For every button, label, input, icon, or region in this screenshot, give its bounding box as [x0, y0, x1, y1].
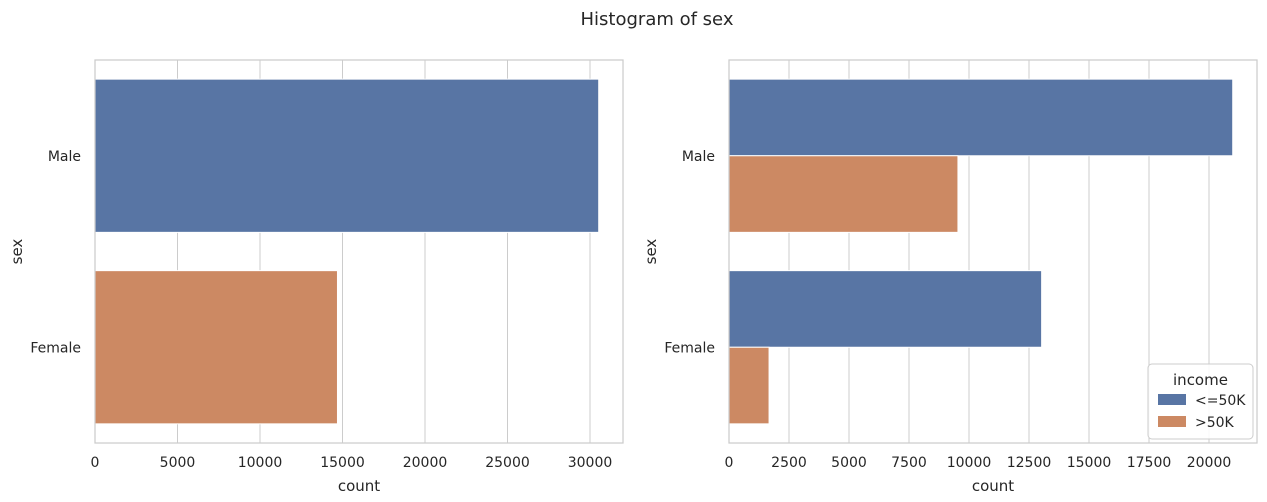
- panel1-xtick-label: 5000: [160, 455, 196, 471]
- panel1-xtick-label: 10000: [238, 455, 283, 471]
- legend-title: income: [1173, 371, 1228, 389]
- panel2-x-axis-label: count: [972, 477, 1014, 495]
- panel1-xtick-label: 30000: [568, 455, 613, 471]
- panel2-ytick-label: Male: [682, 149, 715, 165]
- panel1-bar-male: [94, 78, 600, 233]
- panel1-axes-frame: [94, 59, 624, 444]
- panel1-y-axis-label: sex: [8, 239, 26, 265]
- panel2-xtick-label: 2500: [771, 455, 807, 471]
- panel2-xtick-label: 20000: [1187, 455, 1232, 471]
- legend-swatch: [1158, 416, 1186, 427]
- panel2-xtick-label: 10000: [947, 455, 992, 471]
- legend-label: >50K: [1195, 415, 1235, 431]
- panel1-xtick-label: 20000: [403, 455, 448, 471]
- panel2-xtick-label: 0: [725, 455, 734, 471]
- panel2-bar-male-low-income: [728, 78, 1234, 157]
- panel2-bar-female-high-income: [728, 346, 770, 425]
- panel1-bar-female: [94, 270, 338, 425]
- panel1-ytick-label: Male: [48, 149, 81, 165]
- panel2-xtick-label: 5000: [831, 455, 867, 471]
- panel2-ytick-label: Female: [664, 340, 715, 356]
- panel2-y-axis-label: sex: [642, 239, 660, 265]
- panel2-xtick-label: 7500: [891, 455, 927, 471]
- panel2-bar-male-high-income: [728, 155, 959, 233]
- panel1-x-axis-label: count: [338, 477, 380, 495]
- panel2-axes-frame: [728, 59, 1258, 444]
- panel2-xtick-label: 15000: [1067, 455, 1112, 471]
- legend-swatch: [1158, 394, 1186, 405]
- panel1-ytick-label: Female: [30, 340, 81, 356]
- panel2-xtick-label: 17500: [1127, 455, 1172, 471]
- panel1-xtick-label: 0: [91, 455, 100, 471]
- panel1-xtick-label: 15000: [320, 455, 365, 471]
- legend-label: <=50K: [1195, 393, 1246, 409]
- panel1-xtick-label: 25000: [485, 455, 530, 471]
- panel2-xtick-label: 12500: [1007, 455, 1052, 471]
- figure-title: Histogram of sex: [581, 9, 734, 30]
- panel2-bar-female-low-income: [728, 270, 1043, 348]
